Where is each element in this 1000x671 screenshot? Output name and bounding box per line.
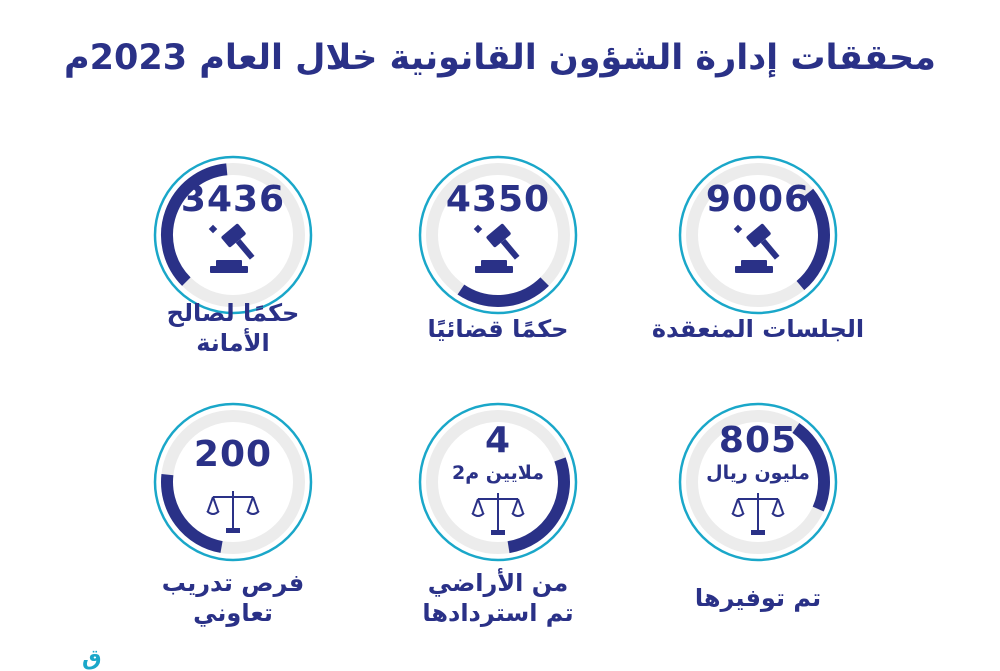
- progress-ring: [678, 155, 838, 315]
- logo-fragment: ق: [82, 646, 102, 671]
- stat-value: 200: [193, 434, 273, 475]
- label-line: الأمانة: [196, 329, 270, 357]
- gavel-icon: [733, 223, 780, 273]
- stat-lands-recovered: 4 ملايين م2: [413, 397, 583, 567]
- ring-arc: [457, 277, 549, 307]
- progress-ring: [678, 402, 838, 562]
- stat-value: 3436: [180, 179, 286, 220]
- stat-value: 4350: [445, 179, 551, 220]
- stat-unit: مليون ريال: [706, 462, 810, 484]
- ring-arc: [507, 457, 570, 554]
- stat-savings: 805 مليون ريال: [673, 397, 843, 567]
- stat-label: حكمًا لصالح الأمانة: [113, 298, 353, 358]
- gavel-icon: [473, 223, 520, 273]
- stat-sessions-held: 9006: [673, 150, 843, 320]
- ring-outer: [153, 402, 313, 562]
- stat-rulings-in-favor: 3436: [148, 150, 318, 320]
- ring-arc: [161, 163, 228, 286]
- scales-icon: [731, 493, 785, 535]
- ring-arc: [161, 473, 223, 553]
- ring-arc: [796, 188, 830, 291]
- stat-label: فرص تدريب تعاوني: [113, 568, 353, 628]
- stat-label: حكمًا قضائيًا: [378, 314, 618, 344]
- label-line: فرص تدريب: [161, 569, 305, 597]
- ring-outer: [153, 155, 313, 315]
- progress-ring: [418, 155, 578, 315]
- stat-unit: ملايين م2: [452, 462, 544, 484]
- scales-icon: [206, 491, 260, 533]
- page-title: محققات إدارة الشؤون القانونية خلال العام…: [64, 38, 936, 78]
- ring-outer: [678, 155, 838, 315]
- ring-outer: [418, 402, 578, 562]
- stat-value: 9006: [705, 179, 811, 220]
- ring-outer: [678, 402, 838, 562]
- progress-ring: [153, 402, 313, 562]
- label-line: تم توفيرها: [694, 584, 822, 612]
- stat-value: 4: [484, 420, 512, 461]
- stat-label: تم توفيرها: [638, 583, 878, 613]
- label-line: تعاوني: [193, 599, 273, 627]
- label-line: حكمًا لصالح: [166, 299, 300, 327]
- scales-icon: [471, 493, 525, 535]
- progress-ring: [153, 155, 313, 315]
- ring-arc: [792, 423, 830, 512]
- label-line: من الأراضي: [427, 569, 569, 597]
- stat-judicial-rulings: 4350: [413, 150, 583, 320]
- label-line: الجلسات المنعقدة: [651, 315, 865, 343]
- stat-value: 805: [718, 420, 798, 461]
- gavel-icon: [208, 223, 255, 273]
- stat-label: الجلسات المنعقدة: [638, 314, 878, 344]
- stat-label: من الأراضي تم استردادها: [378, 568, 618, 628]
- progress-ring: [418, 402, 578, 562]
- ring-outer: [418, 155, 578, 315]
- label-line: حكمًا قضائيًا: [427, 315, 569, 343]
- stat-training-opportunities: 200: [148, 397, 318, 567]
- label-line: تم استردادها: [422, 599, 574, 627]
